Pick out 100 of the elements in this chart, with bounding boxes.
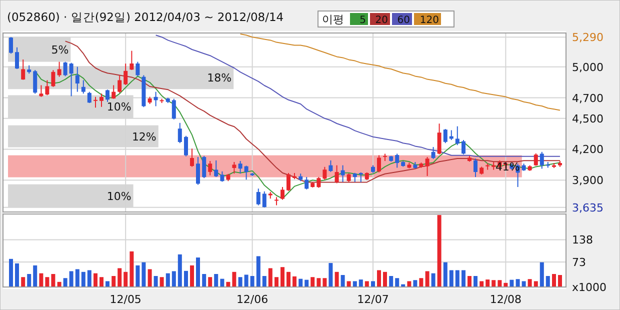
candlestick: [383, 153, 387, 162]
bar: [552, 274, 556, 287]
bar: [304, 280, 309, 287]
candlestick: [69, 62, 74, 97]
bar: [256, 256, 260, 287]
candlestick: [100, 93, 104, 108]
candlestick: [534, 152, 538, 166]
bar: [262, 276, 266, 287]
bar: [395, 278, 400, 287]
bar: [280, 267, 284, 287]
bar: [106, 281, 110, 287]
bar: [510, 280, 514, 287]
candlestick: [45, 80, 50, 96]
bar: [124, 272, 128, 287]
y-tick-label: 3,635: [572, 201, 604, 214]
bar: [136, 265, 140, 287]
candlestick: [136, 61, 140, 77]
bar: [130, 251, 134, 287]
bar: [154, 276, 158, 287]
bar: [407, 281, 412, 287]
bar: [238, 277, 242, 287]
bar: [340, 275, 345, 287]
candlestick: [124, 63, 128, 86]
candlestick: [304, 176, 309, 190]
candlestick: [244, 165, 248, 180]
candlestick: [238, 160, 242, 174]
bar: [39, 273, 44, 287]
x-tick-label: 12/07: [357, 293, 389, 306]
bar: [419, 278, 424, 287]
bar: [87, 270, 92, 287]
legend-title: 이평: [322, 13, 344, 26]
bar: [334, 272, 339, 287]
candlestick: [455, 126, 460, 146]
candlestick: [232, 162, 236, 174]
candlestick: [437, 123, 442, 155]
candlestick: [130, 50, 134, 70]
candlestick: [21, 59, 26, 80]
y-tick-label: 5,290: [572, 31, 604, 44]
x-tick-label: 12/06: [236, 293, 268, 306]
bar: [480, 281, 484, 287]
bar: [316, 278, 321, 287]
bar: [492, 280, 496, 287]
candlestick: [377, 154, 381, 173]
candlestick: [322, 166, 327, 180]
x-tick-label: 12/05: [110, 293, 142, 306]
bar: [160, 277, 164, 287]
candlestick: [172, 98, 176, 120]
bar: [298, 278, 303, 287]
bar: [45, 277, 50, 287]
bar: [462, 270, 466, 287]
bar: [437, 215, 442, 287]
candlestick: [220, 170, 224, 182]
bar: [15, 263, 19, 287]
bar: [81, 272, 86, 287]
candlestick: [274, 196, 278, 206]
band-label: 5%: [51, 44, 69, 56]
bar: [546, 276, 550, 287]
candlestick: [431, 146, 436, 160]
bar: [142, 262, 146, 287]
candlestick: [316, 176, 321, 188]
bar: [364, 281, 369, 287]
candlestick: [87, 91, 92, 104]
bar: [389, 276, 394, 287]
candlestick: [39, 84, 44, 98]
bar: [196, 258, 200, 287]
candlestick: [184, 135, 188, 157]
bar: [184, 270, 188, 287]
candlestick: [15, 46, 19, 70]
bar: [474, 276, 478, 287]
bar: [112, 276, 116, 287]
candlestick: [280, 186, 284, 200]
bar: [528, 279, 532, 287]
band-label: 10%: [106, 100, 132, 114]
candlestick: [9, 36, 13, 54]
candlestick: [443, 128, 448, 144]
text: 60: [397, 15, 410, 26]
bar: [75, 269, 80, 287]
candlestick: [57, 61, 62, 78]
y-tick-label: 138: [572, 234, 593, 247]
candlestick: [262, 190, 266, 208]
candlestick: [540, 151, 544, 170]
bar: [190, 265, 194, 287]
bar: [558, 275, 562, 287]
candlestick: [190, 148, 194, 168]
candlestick: [196, 156, 200, 186]
bar: [346, 281, 351, 287]
candlestick: [51, 70, 56, 88]
text: 5: [360, 15, 366, 26]
band-label: 18%: [207, 72, 232, 85]
bar: [455, 270, 460, 287]
candlestick: [75, 66, 80, 92]
candlestick: [214, 160, 218, 178]
bar: [232, 272, 236, 287]
y-tick-label: 4,200: [572, 143, 604, 156]
y-tick-label: 3,900: [572, 174, 604, 188]
bar: [486, 280, 490, 287]
band-label: 10%: [106, 190, 132, 203]
candlestick: [328, 160, 333, 172]
candlestick: [395, 153, 400, 168]
bar: [250, 276, 254, 287]
